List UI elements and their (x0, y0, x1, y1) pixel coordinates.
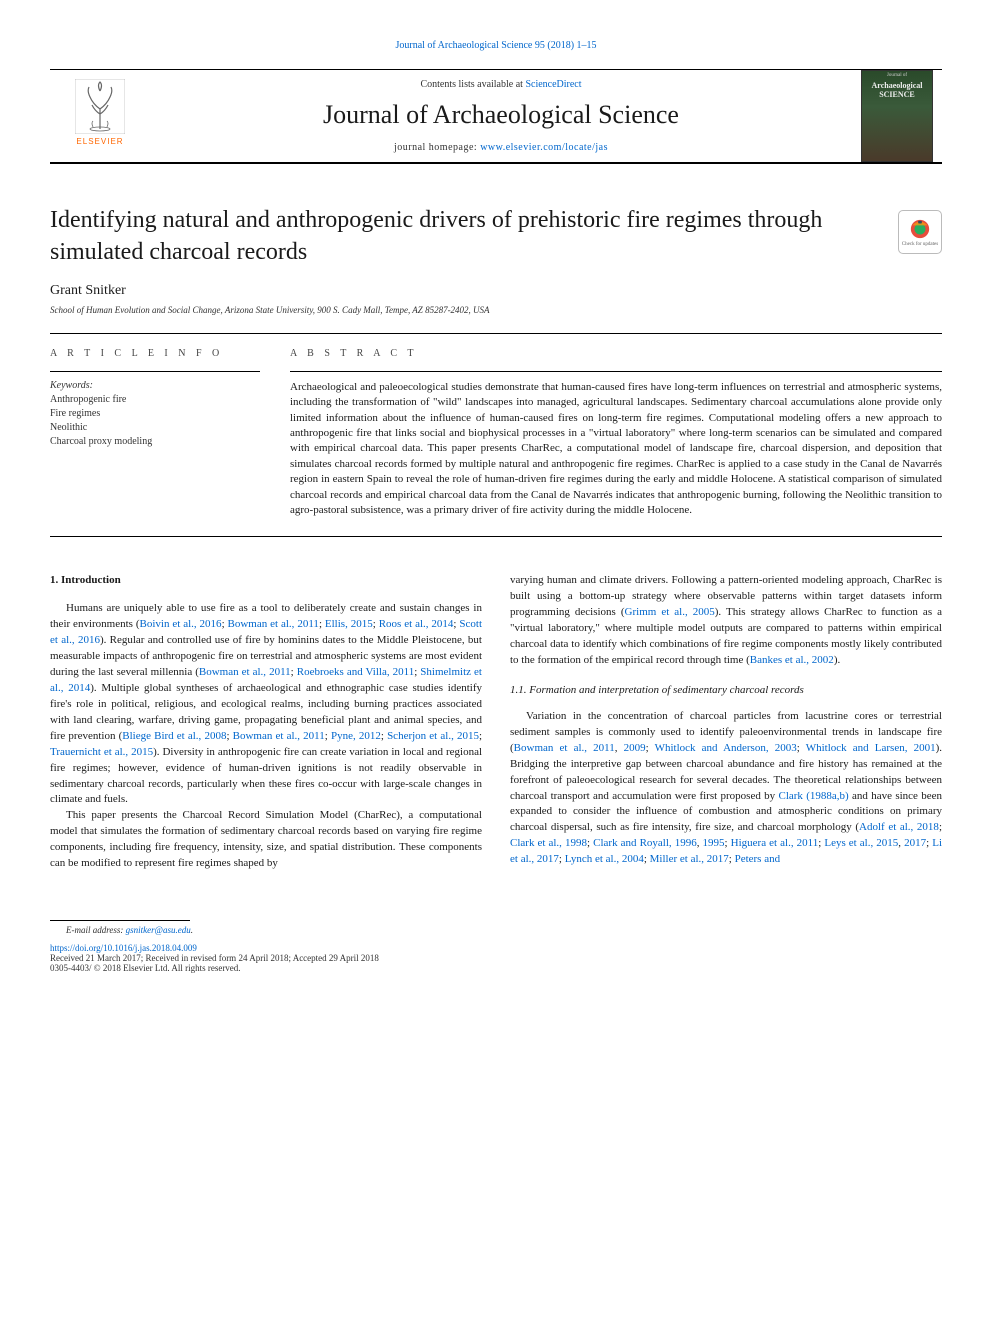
citation-link[interactable]: 2009 (624, 742, 646, 754)
author-name: Grant Snitker (50, 283, 942, 299)
contents-lists-line: Contents lists available at ScienceDirec… (420, 79, 581, 90)
citation-link[interactable]: Whitlock and Anderson, 2003 (655, 742, 797, 754)
citation-link[interactable]: Roos et al., 2014 (379, 618, 454, 630)
citation-link[interactable]: Grimm et al., 2005 (625, 606, 715, 618)
citation-link[interactable]: Pyne, 2012 (331, 730, 381, 742)
elsevier-tree-icon (75, 79, 125, 134)
author-email-link[interactable]: gsnitker@asu.edu (126, 925, 191, 935)
body-paragraph: Humans are uniquely able to use fire as … (50, 601, 482, 808)
check-for-updates-button[interactable]: Check for updates (898, 210, 942, 254)
journal-cover-thumbnail: Journal of Archaeological SCIENCE (861, 70, 933, 162)
email-label: E-mail address: (66, 925, 126, 935)
citation-link[interactable]: Bliege Bird et al., 2008 (122, 730, 226, 742)
copyright-line: 0305-4403/ © 2018 Elsevier Ltd. All righ… (50, 963, 942, 973)
body-paragraph: This paper presents the Charcoal Record … (50, 808, 482, 872)
citation-link[interactable]: Peters and (735, 853, 781, 865)
citation-link[interactable]: Adolf et al., 2018 (859, 821, 939, 833)
journal-homepage-line: journal homepage: www.elsevier.com/locat… (394, 142, 608, 153)
publisher-logo: ELSEVIER (50, 70, 150, 162)
journal-homepage-link[interactable]: www.elsevier.com/locate/jas (480, 142, 608, 153)
citation-link[interactable]: 2017 (904, 837, 926, 849)
citation-link[interactable]: Higuera et al., 2011 (731, 837, 819, 849)
citation-link[interactable]: Whitlock and Larsen, 2001 (806, 742, 936, 754)
keyword: Charcoal proxy modeling (50, 435, 260, 449)
body-paragraph: Variation in the concentration of charco… (510, 709, 942, 868)
citation-link[interactable]: Boivin et al., 2016 (140, 618, 222, 630)
abstract-label: A B S T R A C T (290, 348, 942, 359)
email-suffix: . (191, 925, 193, 935)
citation-link[interactable]: Bowman et al., 2011 (199, 666, 291, 678)
citation-link[interactable]: Clark et al., 1998 (510, 837, 587, 849)
check-updates-label: Check for updates (902, 242, 938, 247)
cover-label-small: Journal of (862, 73, 932, 78)
sciencedirect-link[interactable]: ScienceDirect (525, 79, 581, 90)
body-column-right: varying human and climate drivers. Follo… (510, 573, 942, 872)
received-dates: Received 21 March 2017; Received in revi… (50, 953, 942, 963)
abstract-text: Archaeological and paleoecological studi… (290, 380, 942, 519)
citation-link[interactable]: Scherjon et al., 2015 (387, 730, 479, 742)
citation-link[interactable]: Bowman et al., 2011 (514, 742, 615, 754)
citation-link[interactable]: Ellis, 2015 (325, 618, 373, 630)
citation-link[interactable]: Roebroeks and Villa, 2011 (297, 666, 414, 678)
journal-name: Journal of Archaeological Science (323, 100, 679, 130)
keyword: Fire regimes (50, 407, 260, 421)
divider (290, 371, 942, 372)
citation-link[interactable]: Leys et al., 2015 (824, 837, 898, 849)
body-paragraph: varying human and climate drivers. Follo… (510, 573, 942, 669)
citation-link[interactable]: Bowman et al., 2011 (228, 618, 319, 630)
citation-link[interactable]: Bowman et al., 2011 (233, 730, 325, 742)
keyword: Anthropogenic fire (50, 393, 260, 407)
citation-link[interactable]: Lynch et al., 2004 (565, 853, 644, 865)
divider (50, 536, 942, 537)
crossmark-icon (909, 218, 931, 240)
publisher-name: ELSEVIER (76, 137, 123, 146)
footnote-rule (50, 920, 190, 921)
citation-link[interactable]: Trauernicht et al., 2015 (50, 746, 153, 758)
section-heading-introduction: 1. Introduction (50, 573, 482, 589)
masthead: ELSEVIER Contents lists available at Sci… (50, 69, 942, 164)
subsection-heading: 1.1. Formation and interpretation of sed… (510, 683, 942, 699)
body-column-left: 1. Introduction Humans are uniquely able… (50, 573, 482, 872)
cover-label-big: Archaeological SCIENCE (862, 81, 932, 99)
footer: E-mail address: gsnitker@asu.edu. https:… (50, 912, 942, 973)
running-head: Journal of Archaeological Science 95 (20… (50, 40, 942, 51)
article-title: Identifying natural and anthropogenic dr… (50, 204, 870, 269)
citation-link[interactable]: 1995 (703, 837, 725, 849)
citation-link[interactable]: Bankes et al., 2002 (750, 654, 834, 666)
keywords-heading: Keywords: (50, 380, 260, 391)
divider (50, 371, 260, 372)
citation-link[interactable]: Clark and Royall, 1996 (593, 837, 697, 849)
article-info-label: A R T I C L E I N F O (50, 348, 260, 359)
doi-link[interactable]: https://doi.org/10.1016/j.jas.2018.04.00… (50, 943, 942, 953)
citation-link[interactable]: Clark (1988a,b) (778, 790, 848, 802)
author-affiliation: School of Human Evolution and Social Cha… (50, 305, 942, 315)
keyword: Neolithic (50, 421, 260, 435)
citation-link[interactable]: Miller et al., 2017 (650, 853, 729, 865)
